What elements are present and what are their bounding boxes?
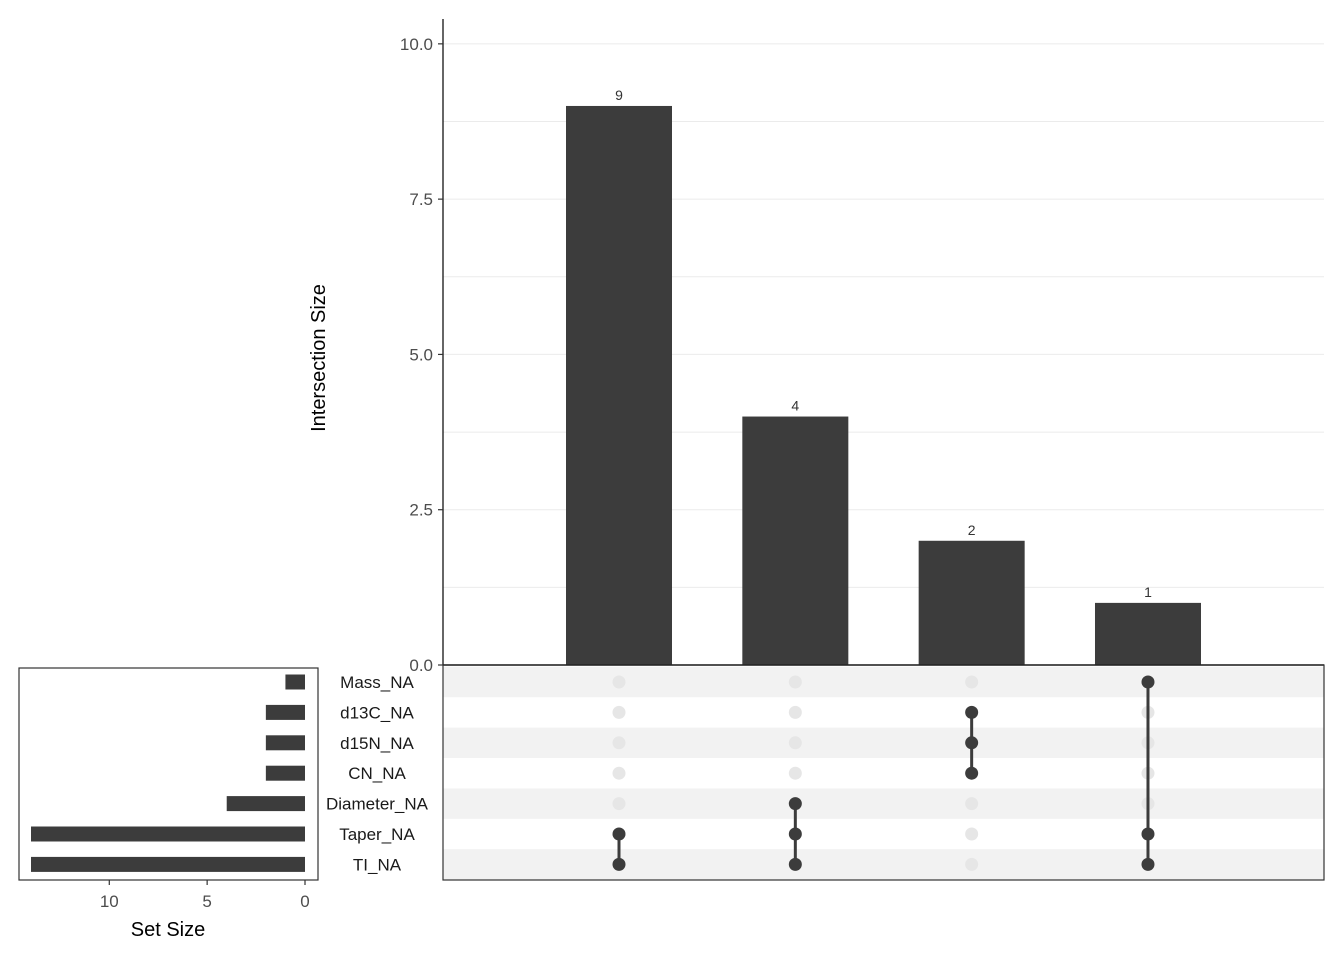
matrix-panel-border <box>442 664 1325 881</box>
set-label-TI_NA: TI_NA <box>353 855 402 874</box>
matrix-dot-active-c4-TI_NA <box>1141 857 1155 871</box>
intersection-bar-label-2: 4 <box>791 398 799 414</box>
matrix-dot-active-c2-Taper_NA <box>788 827 802 841</box>
matrix-dot-inactive-c3-Taper_NA <box>965 827 979 841</box>
set-size-tick-label-0: 10 <box>100 892 119 911</box>
matrix-dot-inactive-c2-d15N_NA <box>788 736 802 750</box>
set-label-d15N_NA: d15N_NA <box>340 734 414 753</box>
intersection-bar-4 <box>1094 602 1201 665</box>
matrix-dot-inactive-c2-d13C_NA <box>788 705 802 719</box>
matrix-dot-inactive-c1-Diameter_NA <box>612 797 626 811</box>
set-size-bar-Taper_NA <box>31 826 305 842</box>
y-tick-label-2: 5.0 <box>409 345 433 364</box>
intersection-bar-label-4: 1 <box>1144 584 1152 600</box>
intersection-bar-2 <box>742 416 849 665</box>
set-size-bar-CN_NA <box>265 765 305 781</box>
matrix-stripes <box>443 666 1324 880</box>
matrix-dot-inactive-c1-d15N_NA <box>612 736 626 750</box>
set-size-tick-label-1: 5 <box>202 892 211 911</box>
set-label-d13C_NA: d13C_NA <box>340 703 414 722</box>
matrix-dot-inactive-c1-d13C_NA <box>612 705 626 719</box>
set-size-axis-title: Set Size <box>131 919 205 941</box>
matrix-dot-inactive-c1-CN_NA <box>612 766 626 780</box>
intersection-bar-label-3: 2 <box>968 522 976 538</box>
matrix-dot-inactive-c2-Mass_NA <box>788 675 802 689</box>
matrix-dot-inactive-c3-TI_NA <box>965 857 979 871</box>
set-size-panel-border <box>18 667 319 881</box>
matrix-dot-active-c1-Taper_NA <box>612 827 626 841</box>
matrix-dot-active-c4-Taper_NA <box>1141 827 1155 841</box>
intersection-bar-label-1: 9 <box>615 87 623 103</box>
set-size-bar-Diameter_NA <box>226 796 305 812</box>
intersection-bar-3 <box>918 540 1025 665</box>
stripe-Diameter_NA <box>443 788 1324 819</box>
stripe-TI_NA <box>443 849 1324 880</box>
set-size-bars: 10 5 0 <box>18 667 319 911</box>
intersection-bar-1 <box>566 105 672 665</box>
matrix-dot-inactive-c3-Mass_NA <box>965 675 979 689</box>
y-tick-label-3: 7.5 <box>409 190 433 209</box>
matrix-dot-active-c3-CN_NA <box>965 766 979 780</box>
set-label-CN_NA: CN_NA <box>348 764 406 783</box>
intersection-matrix <box>612 675 1155 871</box>
set-label-Mass_NA: Mass_NA <box>340 673 414 692</box>
stripe-d15N_NA <box>443 727 1324 758</box>
matrix-dot-active-c2-Diameter_NA <box>788 797 802 811</box>
stripe-Mass_NA <box>443 666 1324 698</box>
intersection-bars: 9 4 2 1 <box>566 87 1201 665</box>
set-size-bar-d13C_NA <box>265 704 305 720</box>
set-size-bar-d15N_NA <box>265 735 305 751</box>
axes: 0.0 2.5 5.0 7.5 10.0 Mass_NA d13C_NA d15N_NA CN_… <box>326 19 1325 881</box>
matrix-dot-active-c1-TI_NA <box>612 857 626 871</box>
matrix-dot-inactive-c1-Mass_NA <box>612 675 626 689</box>
matrix-dot-inactive-c2-CN_NA <box>788 766 802 780</box>
set-size-bar-Mass_NA <box>285 674 305 690</box>
set-size-tick-label-2: 0 <box>300 892 309 911</box>
set-label-Taper_NA: Taper_NA <box>339 825 415 844</box>
y-tick-label-1: 2.5 <box>409 501 433 520</box>
set-label-Diameter_NA: Diameter_NA <box>326 795 429 814</box>
matrix-dot-inactive-c3-Diameter_NA <box>965 797 979 811</box>
matrix-dot-active-c2-TI_NA <box>788 857 802 871</box>
y-tick-label-0: 0.0 <box>409 656 433 675</box>
y-tick-label-4: 10.0 <box>400 35 433 54</box>
matrix-dot-active-c4-Mass_NA <box>1141 675 1155 689</box>
matrix-dot-active-c3-d13C_NA <box>965 705 979 719</box>
set-size-bar-TI_NA <box>31 856 305 872</box>
matrix-dot-active-c3-d15N_NA <box>965 736 979 750</box>
y-axis-title: Intersection Size <box>308 284 330 432</box>
